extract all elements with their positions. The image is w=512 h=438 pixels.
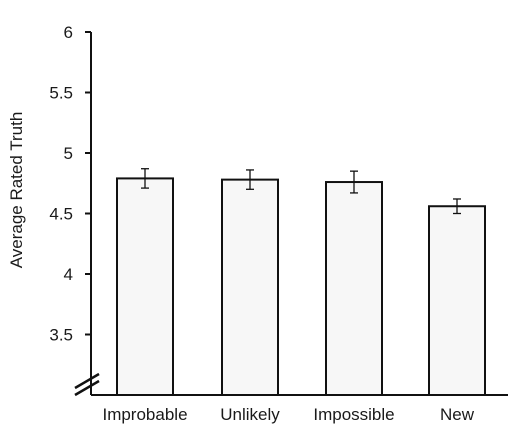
y-tick-label: 3.5 (49, 326, 73, 345)
error-bars (141, 168, 461, 215)
x-category-label: New (440, 405, 475, 424)
y-tick-label: 4.5 (49, 205, 73, 224)
y-axis-title: Average Rated Truth (7, 112, 26, 269)
error-bar-unlikely (246, 169, 254, 190)
x-category-label: Improbable (102, 405, 187, 424)
y-tick-label: 6 (64, 23, 73, 42)
y-axis-ticks: 3.5 4 4.5 5 5.5 6 (49, 23, 91, 345)
y-tick-label: 5 (64, 144, 73, 163)
axis-break-marker (74, 372, 100, 397)
x-category-label: Impossible (313, 405, 394, 424)
bars (116, 177, 486, 396)
error-bar-improbable (141, 168, 149, 189)
error-bar-new (453, 198, 461, 215)
y-tick-label: 4 (64, 265, 73, 284)
x-axis-labels: Improbable Unlikely Impossible New (102, 405, 474, 424)
error-bar-impossible (350, 170, 358, 194)
bar-new (428, 205, 486, 396)
x-category-label: Unlikely (220, 405, 280, 424)
bar-improbable (116, 177, 174, 396)
bar-impossible (325, 181, 383, 396)
bar-unlikely (221, 178, 279, 396)
y-tick-label: 5.5 (49, 84, 73, 103)
